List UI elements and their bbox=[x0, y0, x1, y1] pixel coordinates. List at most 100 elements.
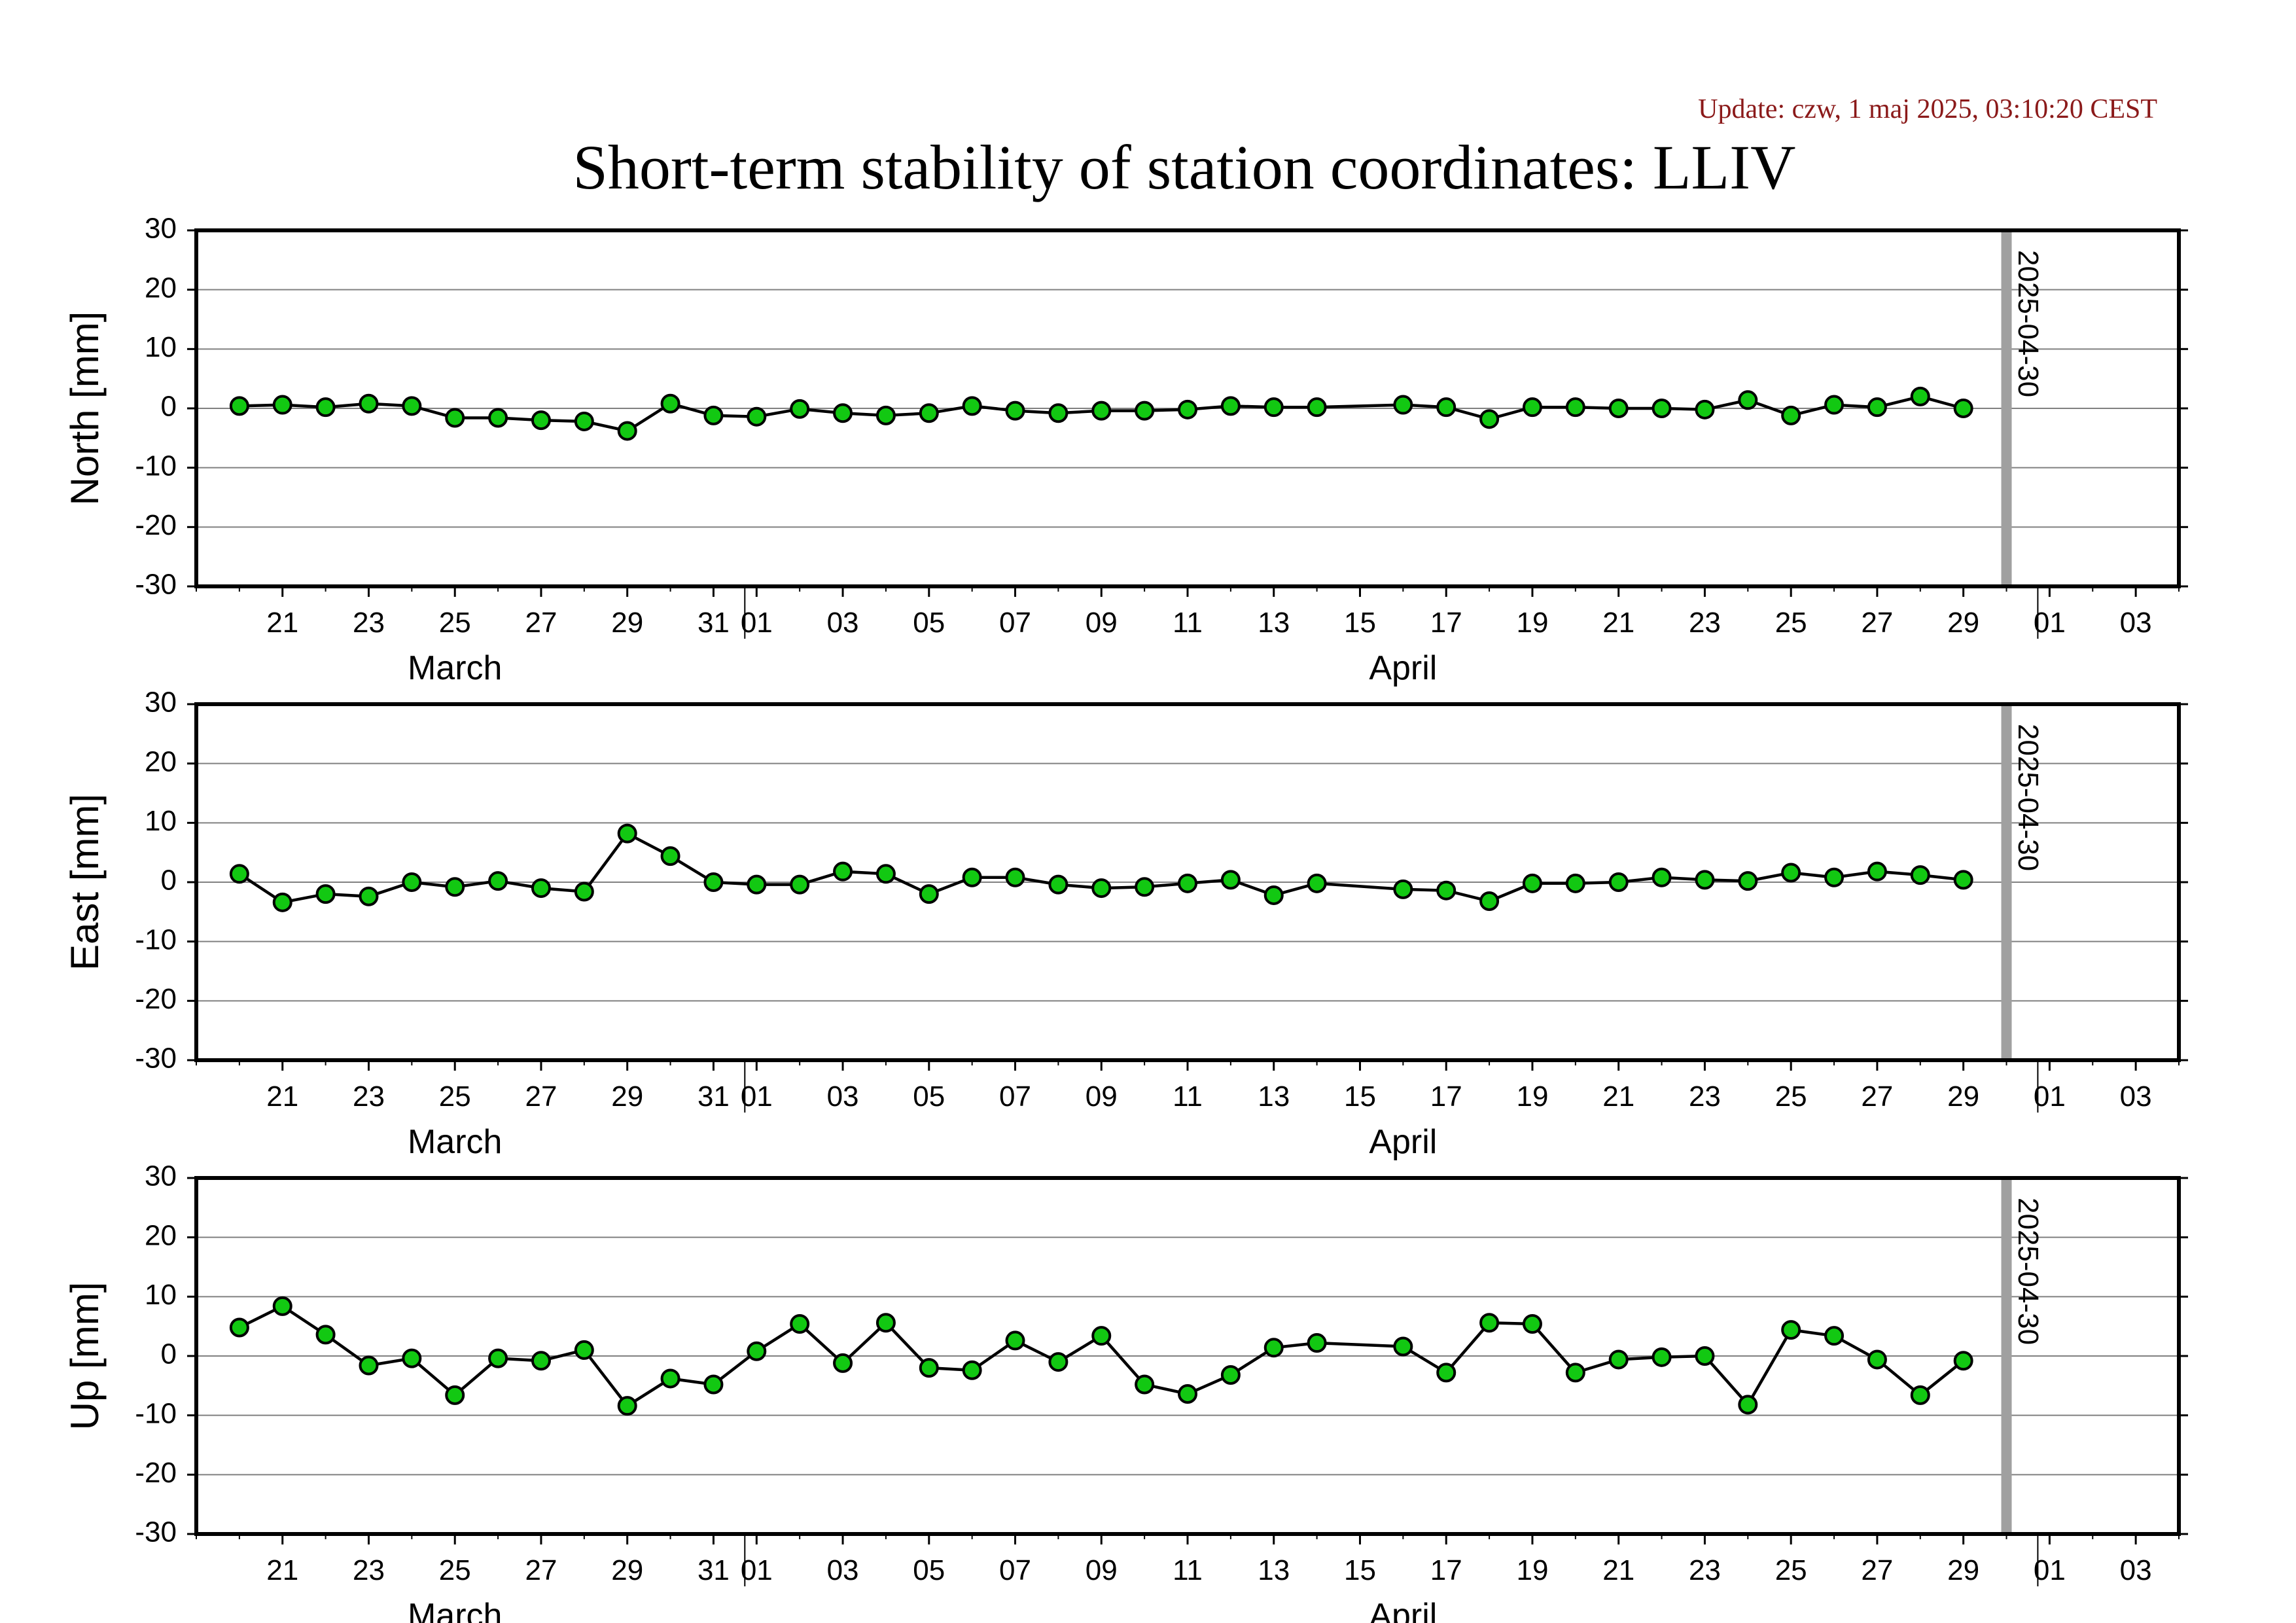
data-point bbox=[1781, 405, 1801, 425]
data-point bbox=[1135, 877, 1155, 897]
plot-frame bbox=[194, 228, 2181, 588]
x-tick-label: 03 bbox=[827, 1080, 859, 1113]
x-tick-label: 01 bbox=[741, 1080, 773, 1113]
data-point bbox=[1695, 399, 1715, 419]
y-tick-label: -10 bbox=[135, 450, 177, 482]
data-point bbox=[1048, 1352, 1069, 1372]
x-tick-label: 01 bbox=[2034, 1554, 2066, 1586]
data-point bbox=[1867, 861, 1887, 882]
data-point bbox=[359, 1355, 379, 1376]
y-axis-label: Up [mm] bbox=[63, 1282, 107, 1431]
x-tick-label: 09 bbox=[1086, 1554, 1118, 1586]
y-tick-label: 0 bbox=[161, 391, 177, 423]
data-point bbox=[1824, 867, 1845, 887]
data-point bbox=[1953, 870, 1973, 890]
data-point bbox=[919, 1358, 939, 1378]
x-tick-label: 17 bbox=[1430, 607, 1462, 639]
x-tick-label: 05 bbox=[913, 607, 945, 639]
data-point bbox=[875, 1313, 896, 1333]
data-point bbox=[1436, 1363, 1457, 1383]
x-tick-label: 23 bbox=[1689, 1554, 1721, 1586]
y-axis-label: East [mm] bbox=[63, 794, 107, 971]
x-tick-label: 31 bbox=[698, 607, 730, 639]
data-point bbox=[359, 886, 379, 906]
data-point bbox=[445, 877, 465, 897]
data-point bbox=[272, 1296, 292, 1316]
marker-date-label: 2025-04-30 bbox=[2012, 250, 2044, 397]
y-tick-label: -20 bbox=[135, 1457, 177, 1489]
data-point bbox=[359, 393, 379, 414]
month-label: March bbox=[408, 1597, 502, 1623]
series-line bbox=[238, 831, 1964, 904]
data-point bbox=[1738, 1395, 1758, 1415]
x-tick-label: 03 bbox=[2120, 607, 2152, 639]
data-point bbox=[1953, 1351, 1973, 1371]
data-point bbox=[1307, 873, 1327, 893]
x-tick-label: 23 bbox=[353, 607, 385, 639]
y-tick-label: 0 bbox=[161, 1338, 177, 1370]
data-point bbox=[1135, 1374, 1155, 1395]
data-point bbox=[1220, 870, 1241, 890]
x-tick-label: 17 bbox=[1430, 1554, 1462, 1586]
x-tick-label: 25 bbox=[439, 1554, 471, 1586]
y-tick-label: -30 bbox=[135, 1516, 177, 1548]
data-point bbox=[1220, 396, 1241, 416]
y-tick-label: 10 bbox=[145, 805, 177, 837]
x-tick-label: 13 bbox=[1258, 1080, 1290, 1113]
y-axis-label: North [mm] bbox=[63, 312, 107, 506]
data-point bbox=[1307, 1333, 1327, 1353]
data-point bbox=[1608, 872, 1629, 892]
x-tick-label: 09 bbox=[1086, 1080, 1118, 1113]
data-point bbox=[833, 1353, 853, 1373]
data-point bbox=[1738, 390, 1758, 410]
x-tick-label: 25 bbox=[439, 1080, 471, 1113]
data-point bbox=[1436, 397, 1457, 418]
y-tick-label: -20 bbox=[135, 983, 177, 1015]
data-point bbox=[1178, 1384, 1197, 1404]
data-point bbox=[1651, 399, 1672, 418]
series-line bbox=[239, 395, 1964, 433]
y-tick-label: 20 bbox=[145, 1219, 177, 1251]
y-tick-label: -10 bbox=[135, 923, 177, 955]
data-point bbox=[574, 882, 594, 902]
series-line bbox=[238, 1304, 1965, 1408]
x-tick-label: 19 bbox=[1516, 607, 1548, 639]
data-point bbox=[1436, 880, 1457, 901]
x-tick-label: 07 bbox=[999, 1080, 1031, 1113]
data-point bbox=[617, 421, 637, 441]
data-point bbox=[660, 846, 680, 866]
data-point bbox=[445, 408, 465, 428]
data-point bbox=[1479, 1313, 1500, 1333]
marker-date-label: 2025-04-30 bbox=[2012, 724, 2044, 871]
data-point bbox=[1695, 1346, 1715, 1366]
data-point bbox=[833, 861, 853, 882]
x-tick-label: 03 bbox=[2120, 1080, 2152, 1113]
x-tick-label: 21 bbox=[1602, 1080, 1634, 1113]
data-point bbox=[962, 1360, 982, 1380]
x-tick-label: 27 bbox=[1861, 1554, 1893, 1586]
x-tick-label: 21 bbox=[266, 607, 298, 639]
data-point bbox=[1091, 401, 1112, 421]
data-point bbox=[790, 399, 810, 419]
data-point bbox=[703, 1374, 724, 1395]
data-point bbox=[833, 403, 853, 423]
x-tick-label: 25 bbox=[1775, 1080, 1807, 1113]
y-tick-label: -30 bbox=[135, 1043, 177, 1075]
x-tick-label: 11 bbox=[1173, 1080, 1203, 1113]
data-point bbox=[1263, 1338, 1284, 1358]
data-point bbox=[1608, 1349, 1629, 1370]
x-tick-label: 27 bbox=[1861, 1080, 1893, 1113]
x-tick-label: 21 bbox=[1602, 1554, 1634, 1586]
y-tick-label: 10 bbox=[145, 1279, 177, 1311]
x-tick-label: 09 bbox=[1086, 607, 1118, 639]
y-tick-label: 20 bbox=[145, 272, 177, 304]
data-point bbox=[1695, 870, 1715, 890]
data-point bbox=[962, 396, 982, 416]
x-tick-label: 13 bbox=[1258, 607, 1290, 639]
data-point bbox=[1091, 878, 1112, 899]
plot-frame bbox=[194, 702, 2181, 1062]
data-point bbox=[1867, 1349, 1887, 1370]
data-point bbox=[919, 884, 939, 904]
